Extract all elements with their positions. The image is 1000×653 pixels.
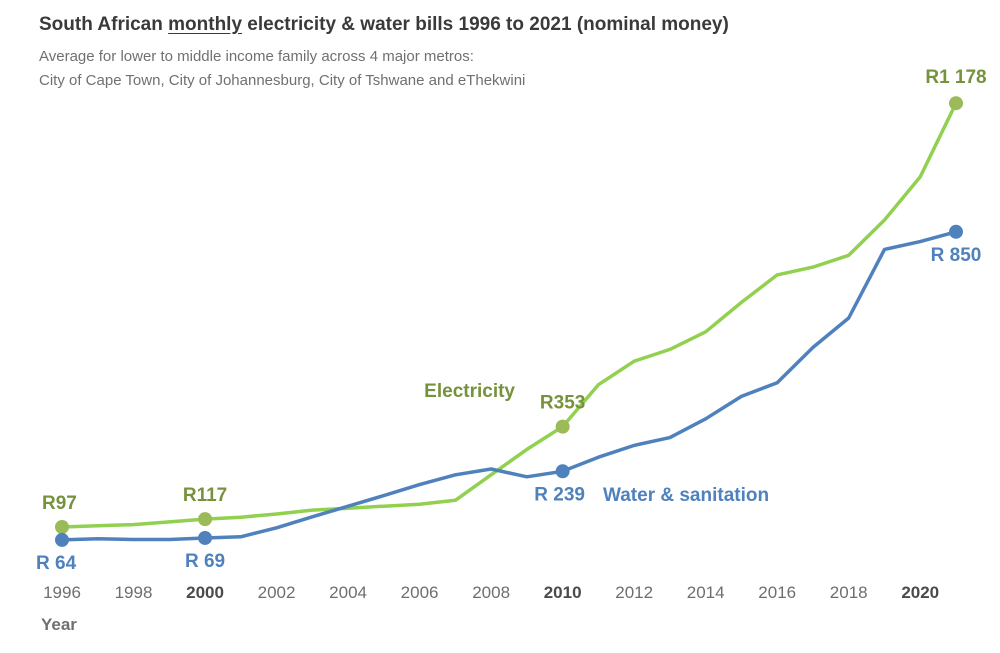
x-tick-label-2000: 2000 [186, 583, 224, 602]
x-tick-label-2014: 2014 [687, 583, 725, 602]
data-point-water-2000 [198, 530, 213, 545]
x-tick-label-2018: 2018 [830, 583, 868, 602]
x-tick-label-1998: 1998 [115, 583, 153, 602]
data-label-electricity-2021: R1 178 [925, 67, 986, 88]
data-label-electricity-2000: R117 [183, 485, 227, 506]
series-label-water: Water & sanitation [603, 485, 769, 506]
data-label-electricity-2010: R353 [540, 393, 585, 414]
x-tick-label-2012: 2012 [615, 583, 653, 602]
x-tick-label-1996: 1996 [43, 583, 81, 602]
series-label-electricity: Electricity [424, 381, 515, 402]
x-tick-label-2002: 2002 [258, 583, 296, 602]
series-line-electricity [60, 101, 958, 529]
data-point-water-2021 [949, 224, 963, 239]
data-point-water-1996 [55, 532, 69, 547]
data-label-electricity-1996: R97 [42, 493, 77, 514]
data-point-electricity-2021 [949, 96, 963, 111]
x-axis-title: Year [41, 615, 77, 634]
chart-subtitle-line-1: Average for lower to middle income famil… [39, 48, 474, 65]
x-tick-label-2006: 2006 [401, 583, 439, 602]
data-point-electricity-2010 [555, 419, 570, 434]
data-point-electricity-2000 [198, 512, 213, 527]
title-end: electricity & water bills 1996 to 2021 (… [242, 14, 729, 35]
chart-subtitle-line-2: City of Cape Town, City of Johannesburg,… [39, 72, 526, 89]
data-label-water-2021: R 850 [931, 245, 982, 266]
x-tick-label-2010: 2010 [544, 583, 582, 602]
title-start: South African [39, 14, 169, 35]
x-tick-label-2016: 2016 [758, 583, 796, 602]
data-label-water-2000: R 69 [185, 551, 225, 572]
data-point-water-2010 [555, 464, 570, 479]
title-emphasis: monthly [168, 14, 243, 35]
data-point-electricity-1996 [55, 519, 69, 534]
x-tick-label-2004: 2004 [329, 583, 367, 602]
data-label-water-1996: R 64 [36, 553, 77, 574]
data-label-water-2010: R 239 [534, 484, 585, 505]
chart-title: South African monthly electricity & wate… [39, 14, 729, 36]
x-tick-label-2008: 2008 [472, 583, 510, 602]
x-tick-label-2020: 2020 [901, 583, 939, 602]
